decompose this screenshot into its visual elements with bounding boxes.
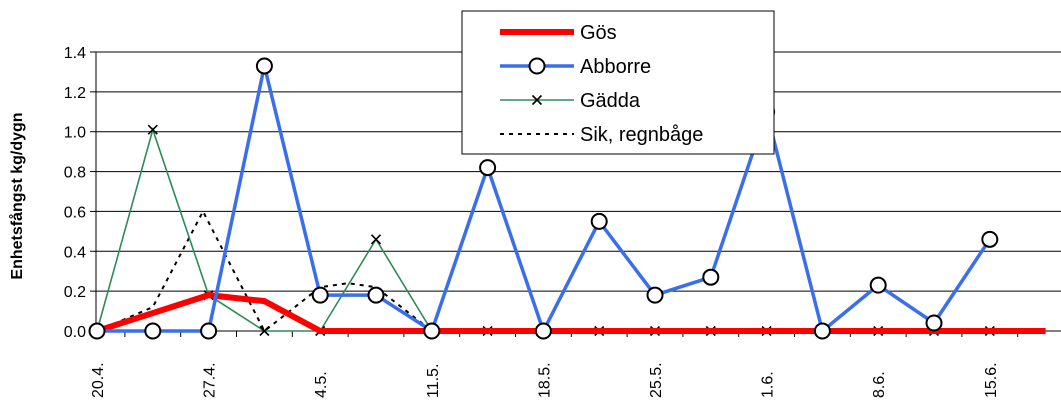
y-axis-label: Enhetsfångst kg/dygn	[8, 112, 26, 279]
legend-label-abborre: Abborre	[580, 56, 651, 78]
data-point-abborre	[88, 322, 106, 340]
x-tick-label: 18.5.	[536, 362, 553, 398]
x-tick-label: 4.5.	[313, 371, 330, 398]
data-point-g-dda	[147, 124, 158, 135]
data-point-abborre	[367, 286, 385, 304]
x-tick-label: 27.4.	[202, 362, 219, 398]
y-tick-labels: 0.0 0.2 0.4 0.6 0.8 1.0 1.2 1.4	[64, 45, 86, 341]
data-point-abborre	[590, 212, 608, 230]
legend-marker-abborre	[528, 57, 546, 75]
legend-label-sik-regnb-ge: Sik, regnbåge	[580, 124, 703, 146]
legend-label-g-s: Gös	[580, 22, 617, 44]
data-point-abborre	[144, 322, 162, 340]
y-tick-label: 0.6	[64, 204, 86, 221]
x-tick-label: 11.5.	[425, 364, 442, 398]
data-point-abborre	[646, 286, 664, 304]
data-point-abborre	[255, 57, 273, 75]
data-point-abborre	[200, 322, 218, 340]
data-point-abborre	[869, 276, 887, 294]
data-point-abborre	[925, 314, 943, 332]
y-tick-label: 1.0	[64, 125, 86, 142]
x-marker-stroke	[259, 325, 270, 337]
data-point-abborre	[311, 286, 329, 304]
legend: Gös Abborre Gädda Sik, regnbåge	[461, 10, 775, 155]
x-tick-label: 15.6.	[983, 362, 1000, 398]
data-point-abborre	[534, 322, 552, 340]
y-tick-label: 0.2	[64, 284, 86, 301]
y-tick-label: 1.2	[64, 85, 86, 102]
data-point-abborre	[479, 159, 497, 177]
data-point-abborre	[423, 322, 441, 340]
series-lines	[88, 57, 1046, 340]
y-tick-label: 0.0	[64, 324, 86, 341]
y-tick-label: 0.4	[64, 244, 86, 261]
x-marker-stroke	[370, 234, 382, 245]
x-tick-label: 1.6.	[760, 371, 777, 398]
x-marker-stroke	[147, 124, 158, 135]
y-tick-label: 1.4	[64, 45, 86, 62]
y-tick-label: 0.8	[64, 165, 86, 182]
data-point-abborre	[702, 268, 720, 286]
x-tick-labels: 20.4. 27.4. 4.5. 11.5. 18.5. 25.5. 1.6. 8.6. 15.…	[90, 362, 1000, 398]
data-point-g-dda	[370, 234, 382, 245]
data-point-abborre	[813, 322, 831, 340]
x-tick-label: 20.4.	[90, 362, 107, 398]
x-tick-label: 8.6.	[871, 371, 888, 398]
data-point-abborre	[981, 230, 999, 248]
legend-label-g-dda: Gädda	[580, 90, 641, 112]
legend-marker-g-dda	[531, 94, 543, 106]
x-tick-label: 25.5.	[648, 362, 665, 398]
data-point-g-dda	[259, 325, 270, 337]
